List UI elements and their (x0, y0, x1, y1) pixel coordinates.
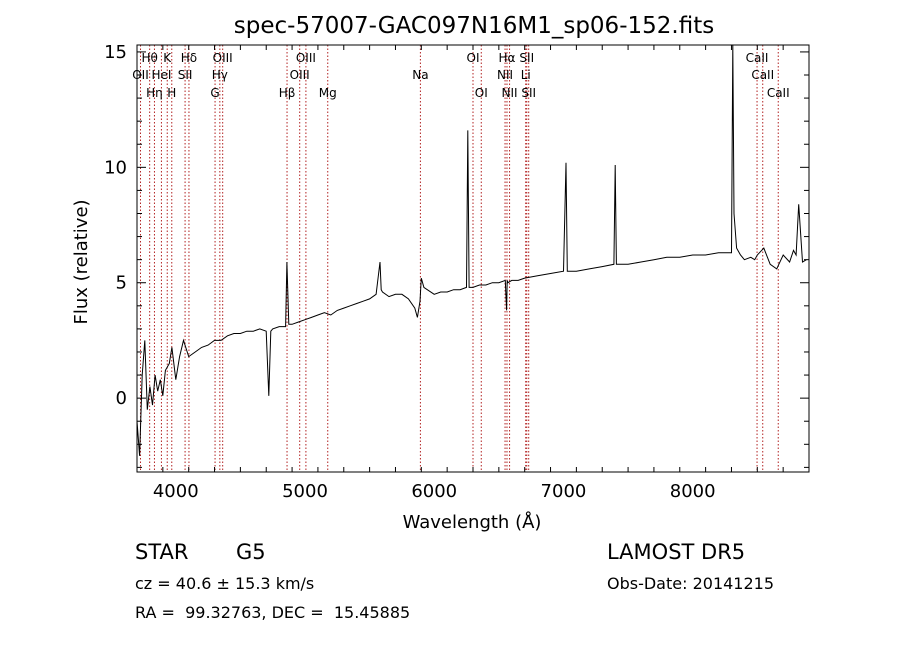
spectrum-line (136, 44, 807, 456)
spectral-line-label: Na (412, 68, 428, 82)
spectral-line-label: OIII (213, 51, 233, 65)
spectral-line-label: CaII (751, 68, 774, 82)
sky-coordinates: RA = 99.32763, DEC = 15.45885 (135, 603, 411, 622)
object-subclass: G5 (236, 540, 266, 564)
y-tick-label: 10 (104, 157, 127, 178)
x-tick-label: 8000 (670, 481, 716, 502)
spectral-line-label: Hδ (181, 51, 197, 65)
spectral-line-label: SII (521, 86, 536, 100)
spectral-line-label: SII (519, 51, 534, 65)
spectral-line-label: Hθ (141, 51, 157, 65)
spectral-line-label: OIII (296, 51, 316, 65)
redshift-velocity: cz = 40.6 ± 15.3 km/s (135, 574, 315, 593)
x-tick-label: 4000 (153, 481, 199, 502)
x-tick-label: 5000 (282, 481, 328, 502)
spectral-line-label: OIII (290, 68, 310, 82)
spectral-line-label: CaII (767, 86, 790, 100)
line-markers (139, 45, 779, 472)
spectral-line-label: NII (497, 68, 513, 82)
spectral-line-label: SII (178, 68, 193, 82)
survey-name: LAMOST DR5 (607, 540, 746, 564)
axes: 4000 5000 6000 7000 8000 0 5 10 15 (104, 42, 810, 502)
spectral-line-label: Li (521, 68, 531, 82)
line-labels: OIIHθHηHeIKHSIIHδGHγOIIIHβOIIIOIIIMgNaOI… (132, 51, 789, 100)
chart-title: spec-57007-GAC097N16M1_sp06-152.fits (234, 13, 714, 39)
y-axis-label: Flux (relative) (71, 199, 92, 324)
object-class: STAR (135, 540, 189, 564)
spectral-line-label: Hβ (279, 86, 296, 100)
spectral-line-label: Mg (319, 86, 337, 100)
spectral-line-label: Hη (146, 86, 163, 100)
spectral-line-label: OI (467, 51, 480, 65)
spectral-line-label: Hα (499, 51, 516, 65)
y-tick-label: 15 (104, 42, 127, 63)
spectral-line-label: OI (475, 86, 488, 100)
spectral-line-label: CaII (746, 51, 769, 65)
x-axis-label: Wavelength (Å) (403, 511, 542, 533)
spectral-line-label: H (167, 86, 176, 100)
spectral-line-label: K (163, 51, 172, 65)
x-tick-label: 6000 (411, 481, 457, 502)
spectral-line-label: NII (502, 86, 518, 100)
observation-date: Obs-Date: 20141215 (607, 574, 775, 593)
spectral-line-label: G (210, 86, 219, 100)
spectral-line-label: HeI (151, 68, 171, 82)
y-tick-label: 5 (116, 273, 127, 294)
x-tick-label: 7000 (541, 481, 587, 502)
spectral-line-label: Hγ (212, 68, 228, 82)
y-tick-label: 0 (116, 388, 127, 409)
